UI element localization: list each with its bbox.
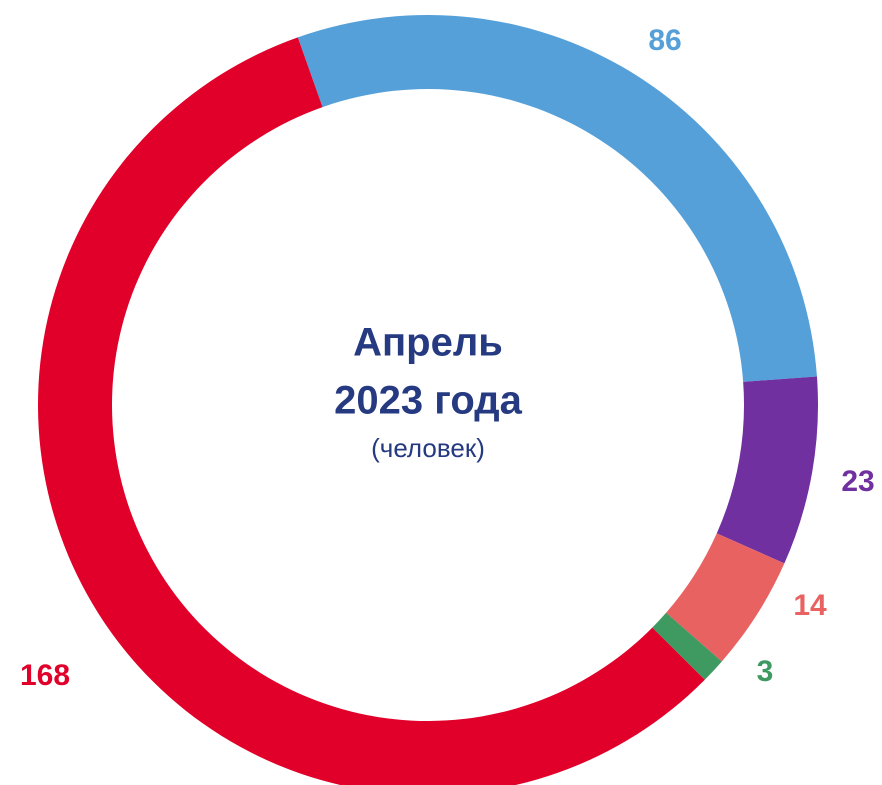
- data-label: 86: [648, 24, 681, 57]
- donut-segment: [716, 376, 818, 564]
- donut-segment: [652, 612, 722, 680]
- data-label: 168: [20, 659, 70, 692]
- donut-segment: [666, 533, 785, 662]
- donut-segment: [38, 37, 705, 785]
- data-label: 3: [757, 655, 774, 688]
- center-title: 2023 года: [334, 379, 523, 423]
- data-label: 14: [793, 589, 827, 622]
- data-label: 23: [841, 465, 874, 498]
- donut-segment: [297, 14, 817, 382]
- center-subtitle: (человек): [371, 433, 485, 463]
- center-title: Апрель: [353, 321, 503, 365]
